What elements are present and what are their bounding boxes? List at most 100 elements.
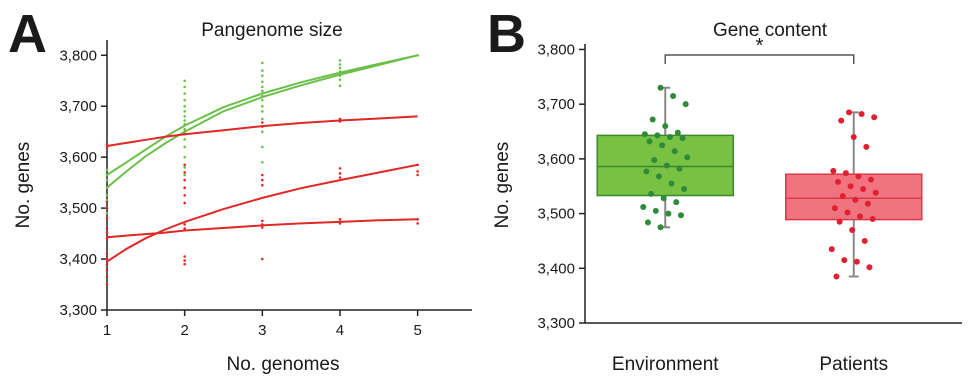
panel-a-data-point xyxy=(261,74,264,77)
panel-b-data-point xyxy=(871,114,878,121)
panel-a-data-point xyxy=(183,178,186,182)
panel-b-data-point xyxy=(663,162,670,169)
panel-b-data-point xyxy=(666,134,673,140)
panel-a-data-point xyxy=(261,257,264,261)
panel-b-data-point xyxy=(831,205,838,212)
panel-b-box-patients xyxy=(785,109,923,280)
panel-a-data-point xyxy=(261,160,264,164)
panel-b-data-point xyxy=(847,183,854,190)
panel-b-data-point xyxy=(674,129,681,136)
panel-b-data-point xyxy=(654,132,661,139)
panel-b-category-label: Environment xyxy=(612,354,719,375)
panel-b-letter: B xyxy=(487,4,526,64)
panel-b-data-point xyxy=(833,273,840,280)
panel-a-data-point xyxy=(183,186,186,190)
panel-b-data-point xyxy=(869,216,876,223)
panel-a-fit-curve xyxy=(106,54,418,176)
panel-a-ticks: 3,300 3,400 3,500 3,600 3,700 3,800 1 2 3 4 5 xyxy=(59,47,421,339)
panel-a-data-point xyxy=(183,127,186,131)
panel-a-x-tick-label: 4 xyxy=(336,322,344,339)
panel-a-data-point xyxy=(261,89,264,93)
panel-a-data-point xyxy=(416,170,419,173)
panel-a-data-point xyxy=(183,166,186,169)
panel-b-data-point xyxy=(648,190,655,197)
panel-b-data-point xyxy=(640,204,647,211)
panel-b-axes xyxy=(584,44,962,324)
panel-b-data-point xyxy=(841,257,848,264)
panel-b-data-point xyxy=(646,138,653,145)
panel-a-data-point xyxy=(261,183,264,187)
panel-a-data-point xyxy=(338,63,342,66)
panel-a-fit-curve xyxy=(106,54,418,189)
panel-a-x-tick-label: 3 xyxy=(258,322,266,339)
panel-b-data-point xyxy=(652,207,659,214)
panel-b-data-point xyxy=(681,185,688,192)
panel-b-y-tick-label: 3,500 xyxy=(537,206,575,223)
panel-b-box-environment xyxy=(596,84,734,231)
panel-b-data-point xyxy=(651,156,658,163)
panel-a-data-point xyxy=(105,227,109,230)
panel-b-data-point xyxy=(673,199,680,206)
panel-b-data-point xyxy=(842,170,849,177)
panel-a-data-point xyxy=(261,61,264,65)
panel-b-data-point xyxy=(855,173,862,180)
panel-a-data-point xyxy=(261,104,264,108)
panel-b-data-point xyxy=(852,196,859,203)
panel-a-data-point xyxy=(105,211,109,215)
panel-a-y-label: No. genes xyxy=(13,142,34,229)
panel-a-points xyxy=(105,53,419,286)
panel-a-y-tick-label: 3,400 xyxy=(59,251,97,268)
panel-b-data-point xyxy=(682,101,689,108)
panel-b-data-point xyxy=(850,134,857,140)
panel-a-data-point xyxy=(338,176,342,179)
panel-b-data-point xyxy=(649,116,656,123)
panel-b-y-tick-label: 3,700 xyxy=(537,96,575,113)
panel-a-data-point xyxy=(261,178,264,182)
panel-b-data-point xyxy=(835,178,842,185)
panel-a-x-tick-label: 5 xyxy=(413,322,421,339)
panel-a-data-point xyxy=(183,194,186,197)
panel-b-data-point xyxy=(676,165,683,172)
panel-b-title: Gene content xyxy=(713,20,828,41)
panel-a-data-point xyxy=(105,200,109,204)
panel-a-data-point xyxy=(416,173,419,177)
panel-a-data-point xyxy=(338,218,342,221)
panel-b-category-label: Patients xyxy=(819,354,888,375)
panel-b-data-point xyxy=(868,176,875,183)
panel-a-data-point xyxy=(338,59,342,62)
panel-b-data-point xyxy=(657,84,664,91)
panel-b-data-point xyxy=(684,154,691,161)
panel-a-data-point xyxy=(105,168,109,172)
panel-a-data-point xyxy=(416,222,419,225)
panel-b-data-point xyxy=(830,167,837,174)
panel-b-data-point xyxy=(858,111,865,118)
panel-b-data-point xyxy=(668,180,675,187)
panel-b-annotation: * xyxy=(664,35,855,64)
panel-a: A Pangenome size 3,300 3,400 3,500 3,600 3,7… xyxy=(8,4,472,375)
panel-a-data-point xyxy=(183,79,186,83)
panel-a-x-tick-label: 2 xyxy=(180,322,188,339)
panel-a-data-point xyxy=(183,92,186,95)
panel-b-y-tick-label: 3,400 xyxy=(537,260,575,277)
panel-b-data-point xyxy=(861,237,868,244)
panel-a-data-point xyxy=(183,115,186,118)
panel-a-data-point xyxy=(261,219,264,223)
panel-a-data-point xyxy=(338,66,342,70)
panel-b-data-point xyxy=(677,212,684,219)
panel-a-x-tick-label: 1 xyxy=(103,322,111,339)
panel-a-data-point xyxy=(183,223,186,226)
panel-a-fit-curve xyxy=(106,218,418,239)
panel-a-data-point xyxy=(105,178,109,182)
panel-b-data-point xyxy=(866,264,873,271)
panel-a-data-point xyxy=(338,78,342,82)
panel-b-significance-label: * xyxy=(756,35,764,57)
panel-b-data-point xyxy=(872,189,879,196)
panel-a-letter: A xyxy=(8,4,47,64)
panel-a-data-point xyxy=(183,173,186,177)
panel-b-data-point xyxy=(857,213,864,220)
panel-a-data-point xyxy=(105,206,109,210)
panel-b-data-point xyxy=(836,218,843,225)
panel-a-data-point xyxy=(105,231,109,234)
panel-a-y-tick-label: 3,600 xyxy=(59,149,97,166)
